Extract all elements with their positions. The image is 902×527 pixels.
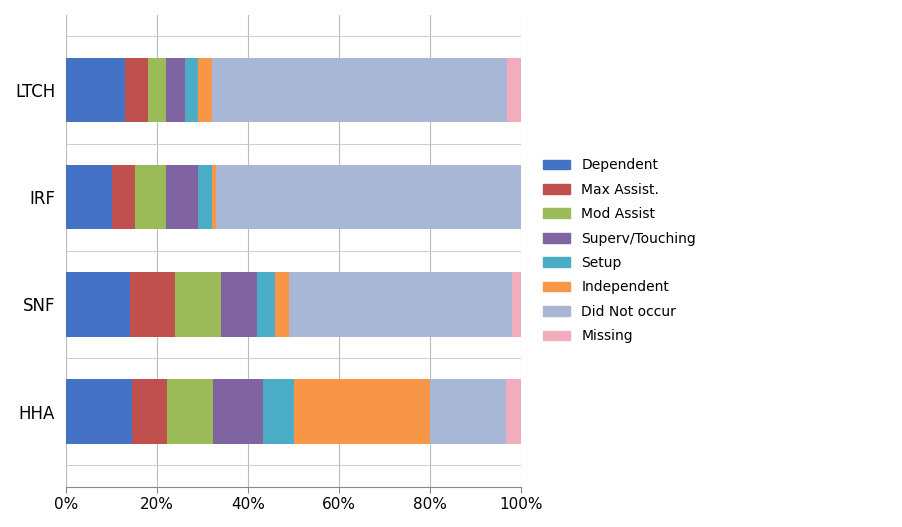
Bar [507,58,521,122]
Bar [294,379,430,444]
Bar [148,58,166,122]
Bar [67,272,130,337]
Bar [275,272,290,337]
Bar [212,58,507,122]
Bar [216,165,521,229]
Bar [132,379,168,444]
Bar [176,272,221,337]
Bar [130,272,176,337]
Bar [168,379,213,444]
Legend: Dependent, Max Assist., Mod Assist, Superv/Touching, Setup, Independent, Did Not: Dependent, Max Assist., Mod Assist, Supe… [537,153,702,349]
Bar [134,165,166,229]
Bar [166,165,198,229]
Bar [213,379,263,444]
Bar [67,58,125,122]
Bar [125,58,148,122]
Bar [290,272,511,337]
Bar [506,379,521,444]
Bar [67,379,132,444]
Bar [185,58,198,122]
Bar [198,58,212,122]
Bar [212,165,216,229]
Bar [67,165,112,229]
Bar [430,379,506,444]
Bar [112,165,134,229]
Bar [198,165,212,229]
Bar [263,379,294,444]
Bar [221,272,257,337]
Bar [166,58,185,122]
Bar [511,272,521,337]
Bar [257,272,275,337]
